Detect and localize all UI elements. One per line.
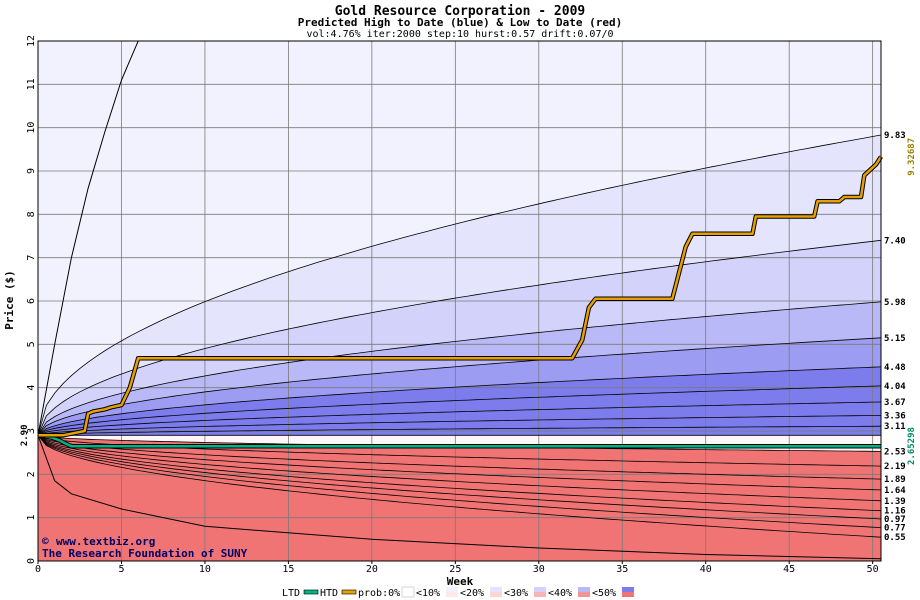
quantile-line-0.97	[37, 435, 882, 520]
quantile-line-3.36	[37, 415, 882, 436]
htd-end-label: 9.32687	[907, 138, 917, 176]
credit-organization: The Research Foundation of SUNY	[42, 547, 248, 560]
quantile-label-1.39: 1.39	[884, 497, 906, 507]
chart-params: vol:4.76% iter:2000 step:10 hurst:0.57 d…	[306, 29, 613, 40]
quantile-label-0.77: 0.77	[884, 524, 906, 534]
quantile-line-4.04	[37, 385, 882, 436]
quantile-line-4.48	[37, 366, 882, 436]
y-tick-11: 11	[26, 78, 37, 90]
quantile-line-5.15	[37, 337, 882, 436]
x-tick-30: 30	[533, 564, 545, 575]
quantile-label-4.48: 4.48	[884, 363, 906, 373]
x-tick-0: 0	[35, 564, 41, 575]
legend-htd-swatch	[341, 589, 357, 595]
legend-bin-swatch-blue-1	[446, 587, 458, 592]
legend-prob-label: prob:0%	[358, 588, 400, 599]
legend-bin-swatch-red-4	[578, 592, 590, 597]
quantile-label-7.40: 7.40	[884, 236, 906, 246]
legend-bin-label-5: <50%	[592, 588, 616, 599]
legend-prob-swatch-0	[401, 586, 415, 598]
y-tick-0: 0	[26, 558, 37, 564]
ltd-end-label: 2.65298	[907, 427, 917, 465]
quantile-label-1.64: 1.64	[884, 486, 906, 496]
legend-ltd-label: LTD	[282, 588, 300, 599]
x-tick-5: 5	[118, 564, 124, 575]
legend-bin-label-3: <30%	[504, 588, 528, 599]
x-tick-45: 45	[783, 564, 795, 575]
quantile-label-4.04: 4.04	[884, 382, 906, 392]
credit-copyright-symbol: ©	[42, 535, 49, 548]
y-tick-2: 2	[26, 471, 37, 477]
legend-bin-swatch-red-3	[534, 592, 546, 597]
quantile-line-5.98	[37, 301, 882, 436]
y-tick-3: 3	[26, 428, 37, 434]
legend-bin-swatch-blue-4	[578, 587, 590, 592]
quantile-label-2.53: 2.53	[884, 447, 906, 457]
plot-border	[37, 40, 882, 562]
quantile-line-1.16	[37, 435, 882, 512]
start-price-label: 2.90	[20, 424, 30, 446]
quantile-line-7.40	[37, 239, 882, 436]
credit-website: www.textbiz.org	[56, 535, 155, 548]
quantile-line-3.11	[37, 425, 882, 436]
legend-bin-swatch-red-5	[622, 592, 634, 597]
legend-bin-swatch-blue-3	[534, 587, 546, 592]
legend-bin-swatch-red-1	[446, 592, 458, 597]
quantile-label-1.16: 1.16	[884, 507, 906, 517]
legend-bin-swatch-blue-2	[490, 587, 502, 592]
lower-envelope-line	[37, 435, 882, 560]
legend-htd-label: HTD	[320, 588, 338, 599]
y-tick-7: 7	[26, 255, 37, 261]
y-tick-5: 5	[26, 341, 37, 347]
quantile-label-3.11: 3.11	[884, 422, 906, 432]
x-tick-10: 10	[199, 564, 211, 575]
quantile-label-5.98: 5.98	[884, 298, 906, 308]
quantile-line-1.64	[37, 434, 882, 491]
x-tick-35: 35	[616, 564, 628, 575]
quantile-label-2.19: 2.19	[884, 462, 906, 472]
y-tick-10: 10	[26, 122, 37, 134]
quantile-line-9.83	[37, 134, 882, 436]
x-axis-label: Week	[447, 575, 474, 588]
upper-envelope-line	[37, 40, 147, 436]
y-tick-8: 8	[26, 211, 37, 217]
band-blue-outer	[38, 41, 881, 436]
legend-bin-swatch-blue-5	[622, 587, 634, 592]
x-tick-25: 25	[449, 564, 461, 575]
quantile-label-5.15: 5.15	[884, 334, 906, 344]
chart-title: Gold Resource Corporation - 2009	[335, 4, 585, 19]
plot-area: 0 5 10 15 20 25 30 35 40 45 5001234567891011122.90…	[20, 35, 917, 575]
x-tick-20: 20	[366, 564, 378, 575]
quantile-line-1.89	[37, 434, 882, 480]
y-axis-label: Price ($)	[3, 270, 16, 330]
quantile-line-0.77	[37, 435, 882, 528]
x-tick-15: 15	[282, 564, 294, 575]
htd-series-line	[38, 156, 883, 437]
quantile-line-1.39	[37, 434, 882, 502]
quantile-label-9.83: 9.83	[884, 131, 906, 141]
legend-bin-label-2: <20%	[460, 588, 484, 599]
y-tick-1: 1	[26, 515, 37, 521]
band-red-9	[38, 435, 881, 561]
quantile-line-0.55	[37, 435, 882, 538]
y-tick-9: 9	[26, 168, 37, 174]
x-tick-40: 40	[700, 564, 712, 575]
y-tick-4: 4	[26, 385, 37, 391]
quantile-line-3.67	[37, 401, 882, 436]
legend-bin-label-4: <40%	[548, 588, 572, 599]
quantile-label-0.55: 0.55	[884, 533, 906, 543]
legend-ltd-swatch	[303, 589, 319, 595]
quantile-label-1.89: 1.89	[884, 475, 906, 485]
quantile-label-0.97: 0.97	[884, 515, 906, 525]
y-tick-6: 6	[26, 298, 37, 304]
legend-bin-label-1: <10%	[416, 588, 440, 599]
y-tick-12: 12	[26, 35, 37, 47]
legend: LTD HTD prob:0% <10% <20% <30% <40% <50%	[282, 586, 634, 599]
chart-subtitle: Predicted High to Date (blue) & Low to D…	[298, 16, 623, 29]
x-tick-50: 50	[867, 564, 879, 575]
legend-bin-swatch-red-2	[490, 592, 502, 597]
quantile-label-3.36: 3.36	[884, 411, 906, 421]
quantile-label-3.67: 3.67	[884, 398, 906, 408]
